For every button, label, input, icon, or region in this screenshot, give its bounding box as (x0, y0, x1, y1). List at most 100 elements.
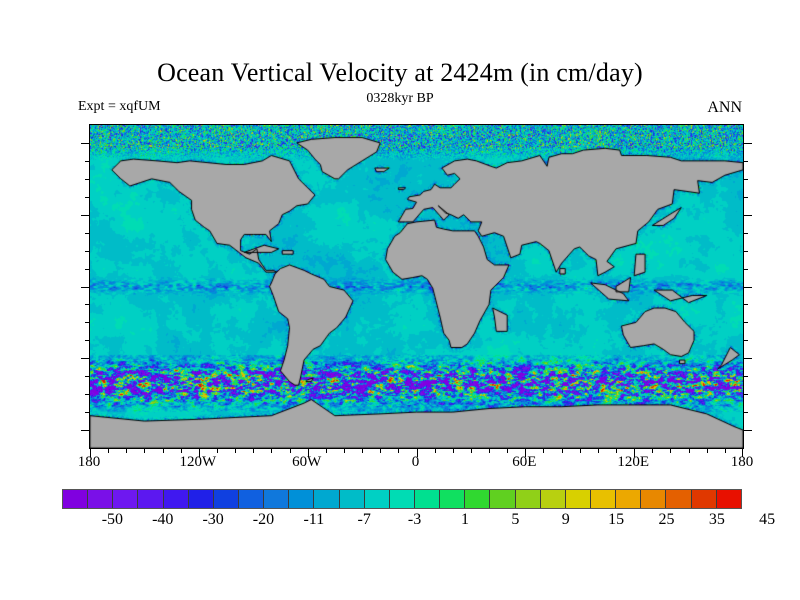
x-axis-minor-tick (434, 448, 436, 453)
colorbar-tick-label: 5 (511, 511, 520, 528)
y-axis-tick (81, 286, 90, 288)
x-axis-label: 60E (512, 454, 537, 470)
colorbar (62, 489, 742, 509)
x-axis-minor-tick (579, 448, 581, 453)
y-axis-tick (81, 358, 90, 360)
colorbar-tick-label: -3 (407, 511, 422, 528)
colorbar-cell (616, 490, 642, 508)
colorbar-tick-label: 9 (561, 511, 570, 528)
x-axis-minor-tick (616, 448, 618, 453)
colorbar-cell (339, 490, 365, 508)
y-axis-tick (743, 142, 752, 144)
x-axis-tick (742, 448, 743, 457)
y-axis-minor-tick (743, 376, 748, 378)
x-axis-minor-tick (489, 448, 491, 453)
x-axis-minor-tick (688, 448, 690, 453)
y-axis-tick (743, 214, 752, 216)
x-axis-minor-tick (398, 448, 400, 453)
colorbar-cell (716, 490, 741, 508)
x-axis-minor-tick (362, 448, 364, 453)
colorbar-cell (163, 490, 189, 508)
colorbar-cell (389, 490, 415, 508)
colorbar-cell (314, 490, 340, 508)
x-axis-label: 120E (617, 454, 649, 470)
x-axis-minor-tick (470, 448, 472, 453)
y-axis-tick (81, 430, 90, 432)
x-axis-label: 180 (730, 454, 754, 470)
season-label: ANN (707, 99, 742, 116)
x-axis-minor-tick (235, 448, 237, 453)
y-axis-minor-tick (743, 268, 748, 270)
y-axis-minor-tick (743, 196, 748, 198)
x-axis-minor-tick (289, 448, 291, 453)
y-axis-minor-tick (743, 250, 748, 252)
y-axis-minor-tick (743, 394, 748, 396)
y-axis-minor-tick (743, 304, 748, 306)
y-axis-minor-tick (85, 160, 90, 162)
x-axis-minor-tick (180, 448, 182, 453)
y-axis-tick (743, 286, 752, 288)
x-axis-minor-tick (325, 448, 327, 453)
x-axis-tick (198, 448, 200, 457)
colorbar-cell (440, 490, 466, 508)
x-axis-minor-tick (380, 448, 382, 453)
x-axis-minor-tick (543, 448, 545, 453)
y-axis-minor-tick (85, 178, 90, 180)
y-axis-minor-tick (743, 160, 748, 162)
x-axis-label: 60W (292, 454, 322, 470)
figure-subtitle: 0328kyr BP (366, 91, 434, 106)
colorbar-tick-label: -7 (357, 511, 371, 528)
colorbar-cell (264, 490, 290, 508)
x-axis-minor-tick (452, 448, 454, 453)
y-axis-minor-tick (85, 250, 90, 252)
colorbar-tick-label: 45 (759, 511, 776, 528)
y-axis-minor-tick (85, 412, 90, 414)
x-axis-minor-tick (253, 448, 255, 453)
y-axis-minor-tick (743, 322, 748, 324)
colorbar-cell (138, 490, 164, 508)
x-axis-tick (525, 448, 527, 457)
y-axis-minor-tick (85, 376, 90, 378)
colorbar-tick-label: -40 (152, 511, 174, 528)
colorbar-tick-label: 1 (460, 511, 469, 528)
x-axis-tick (90, 448, 91, 457)
y-axis-minor-tick (743, 340, 748, 342)
colorbar-cell (515, 490, 541, 508)
colorbar-cell (641, 490, 667, 508)
ocean-vertical-velocity-map (90, 125, 743, 448)
y-axis-tick (81, 142, 90, 144)
colorbar-cell (88, 490, 114, 508)
y-axis-tick (743, 358, 752, 360)
colorbar-cell (565, 490, 591, 508)
y-axis-minor-tick (85, 196, 90, 198)
colorbar-tick-label: 35 (708, 511, 725, 528)
x-axis-tick (307, 448, 309, 457)
colorbar-cell (490, 490, 516, 508)
x-axis-minor-tick (144, 448, 146, 453)
x-axis-minor-tick (271, 448, 273, 453)
colorbar-cell (414, 490, 441, 508)
colorbar-tick-label: 25 (658, 511, 675, 528)
y-axis-minor-tick (743, 178, 748, 180)
x-axis-tick (634, 448, 636, 457)
x-axis-tick (416, 448, 418, 457)
x-axis-minor-tick (108, 448, 110, 453)
y-axis-minor-tick (85, 340, 90, 342)
y-axis-minor-tick (85, 304, 90, 306)
x-axis-minor-tick (652, 448, 654, 453)
map-plot-area (81, 124, 752, 457)
y-axis-minor-tick (743, 412, 748, 414)
x-axis-minor-tick (343, 448, 345, 453)
y-axis-tick (743, 430, 752, 432)
x-axis-minor-tick (597, 448, 599, 453)
x-axis-minor-tick (507, 448, 509, 453)
experiment-label: Expt = xqfUM (78, 99, 161, 114)
y-axis-minor-tick (85, 232, 90, 234)
y-axis-minor-tick (85, 268, 90, 270)
colorbar-tick-label: -50 (101, 511, 124, 528)
colorbar-cell (666, 490, 692, 508)
y-axis-minor-tick (85, 394, 90, 396)
colorbar-cell (188, 490, 214, 508)
x-axis-minor-tick (706, 448, 708, 453)
colorbar-cell (540, 490, 566, 508)
